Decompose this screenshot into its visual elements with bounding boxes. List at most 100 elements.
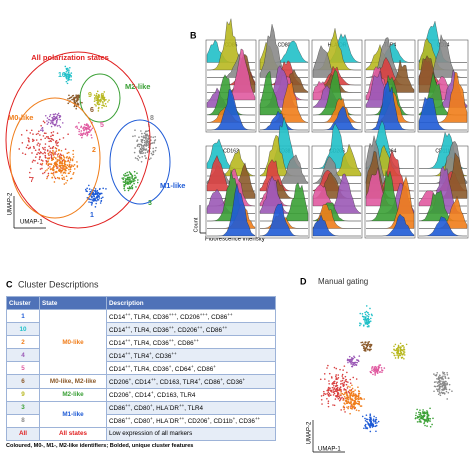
cell-point xyxy=(108,99,110,101)
cell-point xyxy=(88,184,90,187)
cell-point xyxy=(128,182,130,185)
cell-point xyxy=(344,391,346,394)
cell-point xyxy=(347,361,349,364)
cell-point xyxy=(143,132,146,135)
cell-point xyxy=(327,405,330,408)
cell-point xyxy=(38,152,41,155)
cell-point xyxy=(437,376,440,378)
panel-title: Cluster Descriptions xyxy=(18,279,99,289)
cell-point xyxy=(39,143,41,145)
cell-point xyxy=(46,117,49,119)
cell-point xyxy=(76,125,78,128)
cell-point xyxy=(84,133,87,135)
cell-point xyxy=(371,367,373,370)
state-cell: All states xyxy=(39,426,107,441)
cell-point xyxy=(364,417,366,420)
cell-point xyxy=(131,175,133,178)
panel-letter: C xyxy=(6,279,13,289)
label-m0: M0-like xyxy=(8,113,33,122)
cell-point xyxy=(144,155,146,157)
cell-point xyxy=(81,101,83,104)
cell-point xyxy=(56,154,59,156)
cell-point xyxy=(91,193,94,196)
cell-point xyxy=(144,152,147,154)
cell-point xyxy=(350,360,353,363)
cell-point xyxy=(441,392,444,395)
cell-point xyxy=(140,130,142,132)
cell-point xyxy=(403,357,405,360)
cell-point xyxy=(145,144,148,147)
cell-point xyxy=(381,371,383,373)
cell-point xyxy=(142,152,145,154)
histogram xyxy=(313,105,362,131)
cell-point xyxy=(47,172,50,175)
cell-point xyxy=(425,420,427,422)
cell-point xyxy=(152,147,155,150)
cell-point xyxy=(439,394,442,397)
cell-point xyxy=(426,421,429,423)
cell-point xyxy=(39,156,41,159)
cell-point xyxy=(322,390,325,393)
cell-point xyxy=(346,359,349,362)
region-outline xyxy=(109,119,171,205)
cell-point xyxy=(47,121,50,124)
cell-point xyxy=(44,146,46,149)
cell-point xyxy=(68,71,70,73)
cell-point xyxy=(142,144,145,147)
cell-point xyxy=(56,132,59,134)
cell-point xyxy=(137,159,140,161)
cell-point xyxy=(64,172,67,174)
cell-point xyxy=(144,144,146,147)
marker-name: CD80 xyxy=(278,42,291,48)
cell-point xyxy=(353,394,356,397)
cell-point xyxy=(133,170,136,173)
cell-point xyxy=(369,426,371,429)
cell-point xyxy=(77,98,80,100)
cell-point xyxy=(338,389,340,392)
cell-point xyxy=(424,424,426,427)
cell-point xyxy=(92,193,95,195)
cell-point xyxy=(134,157,137,159)
cell-point xyxy=(146,150,149,153)
cell-point xyxy=(332,394,335,396)
cell-point xyxy=(355,402,358,404)
cell-point xyxy=(76,99,79,102)
marker-name: CD163 xyxy=(223,148,239,154)
cell-point xyxy=(47,153,50,155)
cell-point xyxy=(152,136,155,139)
cell-point xyxy=(53,113,55,116)
cell-point xyxy=(68,78,71,81)
cell-point xyxy=(364,313,367,316)
cell-point xyxy=(31,138,34,141)
cell-point xyxy=(58,162,61,165)
cell-point xyxy=(363,315,365,318)
cell-point xyxy=(49,113,52,116)
region-outline xyxy=(79,73,121,123)
cell-point xyxy=(66,78,68,80)
cell-point xyxy=(398,354,401,357)
cell-point xyxy=(78,121,80,124)
cell-point xyxy=(374,374,376,376)
cell-point xyxy=(73,97,76,100)
table-row: 5 CD14++, TLR4, CD36+, CD64+, CD86+ xyxy=(6,361,276,376)
cell-point xyxy=(93,190,95,192)
histogram xyxy=(418,96,467,131)
cell-point xyxy=(380,367,383,369)
cluster-cell: 6 xyxy=(6,374,40,389)
cell-point xyxy=(32,145,35,148)
cell-point xyxy=(63,176,65,179)
cell-point xyxy=(85,132,87,134)
cell-point xyxy=(441,388,443,391)
cell-point xyxy=(403,354,406,356)
cell-point xyxy=(328,383,330,385)
cell-point xyxy=(335,390,338,393)
cell-point xyxy=(369,345,372,347)
cell-point xyxy=(46,149,49,151)
cell-point xyxy=(52,168,54,170)
cell-point xyxy=(341,373,344,376)
cell-point xyxy=(91,201,93,204)
histogram xyxy=(259,203,308,237)
cell-point xyxy=(438,383,441,386)
cell-point xyxy=(102,96,105,98)
cell-point xyxy=(60,154,63,157)
